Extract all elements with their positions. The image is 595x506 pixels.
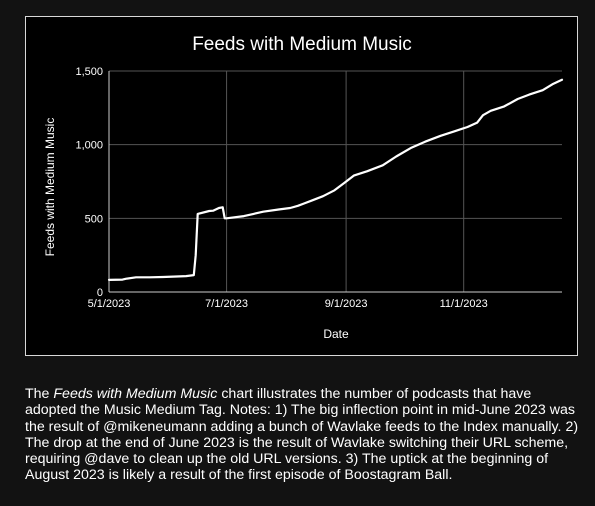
x-axis-label: Date [323,327,349,341]
chart-caption: The Feeds with Medium Music chart illust… [25,386,585,484]
caption-intro: The [25,386,54,402]
x-tick-label: 9/1/2023 [325,298,368,310]
x-tick-label: 7/1/2023 [205,298,248,310]
y-tick-label: 1,000 [75,140,103,152]
caption-chart-name: Feeds with Medium Music [53,386,218,402]
grid-layer [108,70,562,293]
caption-body: chart illustrates the number of podcasts… [25,386,579,484]
y-tick-label: 1,500 [75,66,103,78]
series-line [107,78,564,281]
chart-title: Feeds with Medium Music [192,34,412,55]
y-axis-label: Feeds with Medium Music [43,118,57,257]
chart-container: Feeds with Medium Music Date Feeds with … [25,16,578,356]
y-tick-label: 500 [85,213,103,225]
x-tick-label: 5/1/2023 [88,298,131,310]
series-layer [107,78,564,281]
x-tick-label: 11/1/2023 [440,298,488,310]
chart-svg: Feeds with Medium Music Date Feeds with … [43,34,564,341]
y-tick-label: 0 [97,287,103,299]
tick-layer: 0 500 1,000 1,500 5/1/2023 7/1/2023 9/1/2023 11… [75,66,487,310]
